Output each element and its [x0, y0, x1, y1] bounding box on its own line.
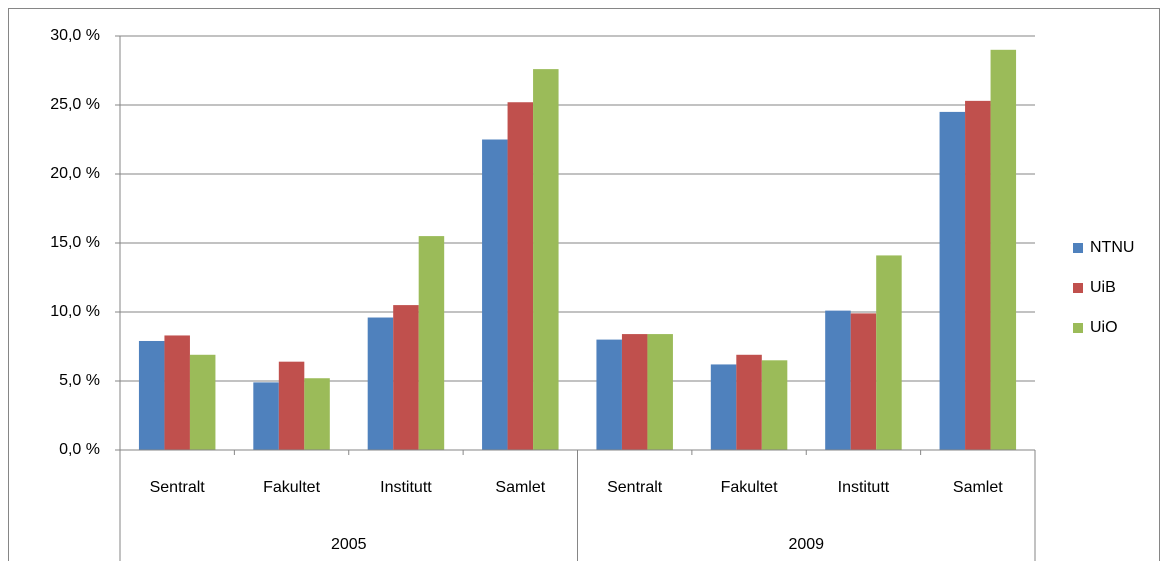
- bar: [736, 354, 762, 450]
- x-tick-label: Fakultet: [263, 479, 320, 496]
- bar: [278, 361, 305, 450]
- bar: [393, 305, 419, 450]
- bar: [418, 236, 445, 450]
- legend-label: UiB: [1090, 279, 1116, 296]
- bar: [965, 100, 991, 451]
- x-tick-label: Samlet: [495, 479, 545, 496]
- bar: [825, 310, 851, 450]
- legend-swatch: [1073, 323, 1083, 333]
- bar: [507, 102, 534, 451]
- bar: [482, 139, 508, 450]
- bar: [850, 313, 877, 450]
- bar: [367, 317, 394, 450]
- x-tick-label: Institutt: [838, 479, 890, 496]
- group-label: 2005: [331, 536, 367, 553]
- bar: [761, 360, 788, 450]
- bar: [304, 378, 330, 450]
- y-tick-label: 20,0 %: [50, 165, 100, 182]
- x-tick-label: Sentralt: [607, 479, 663, 496]
- bar: [533, 69, 559, 451]
- y-tick-label: 25,0 %: [50, 96, 100, 113]
- x-tick-label: Institutt: [380, 479, 432, 496]
- bar: [939, 111, 966, 451]
- bar: [138, 340, 165, 450]
- legend-label: NTNU: [1090, 239, 1134, 256]
- y-tick-label: 5,0 %: [59, 372, 100, 389]
- legend-swatch: [1073, 243, 1083, 253]
- x-tick-label: Sentralt: [150, 479, 206, 496]
- x-tick-label: Fakultet: [721, 479, 778, 496]
- bar: [647, 334, 673, 450]
- bar: [253, 382, 279, 450]
- x-tick-label: Samlet: [953, 479, 1003, 496]
- y-tick-label: 10,0 %: [50, 303, 100, 320]
- y-tick-label: 15,0 %: [50, 234, 100, 251]
- bar: [164, 335, 190, 450]
- bar: [710, 364, 737, 450]
- group-label: 2009: [788, 536, 824, 553]
- bar: [596, 339, 622, 450]
- bar: [990, 49, 1017, 451]
- legend-swatch: [1073, 283, 1083, 293]
- y-tick-label: 30,0 %: [50, 27, 100, 44]
- legend-label: UiO: [1090, 319, 1118, 336]
- bar: [189, 354, 216, 450]
- y-tick-label: 0,0 %: [59, 441, 100, 458]
- bar: [621, 334, 648, 450]
- bar: [876, 255, 902, 450]
